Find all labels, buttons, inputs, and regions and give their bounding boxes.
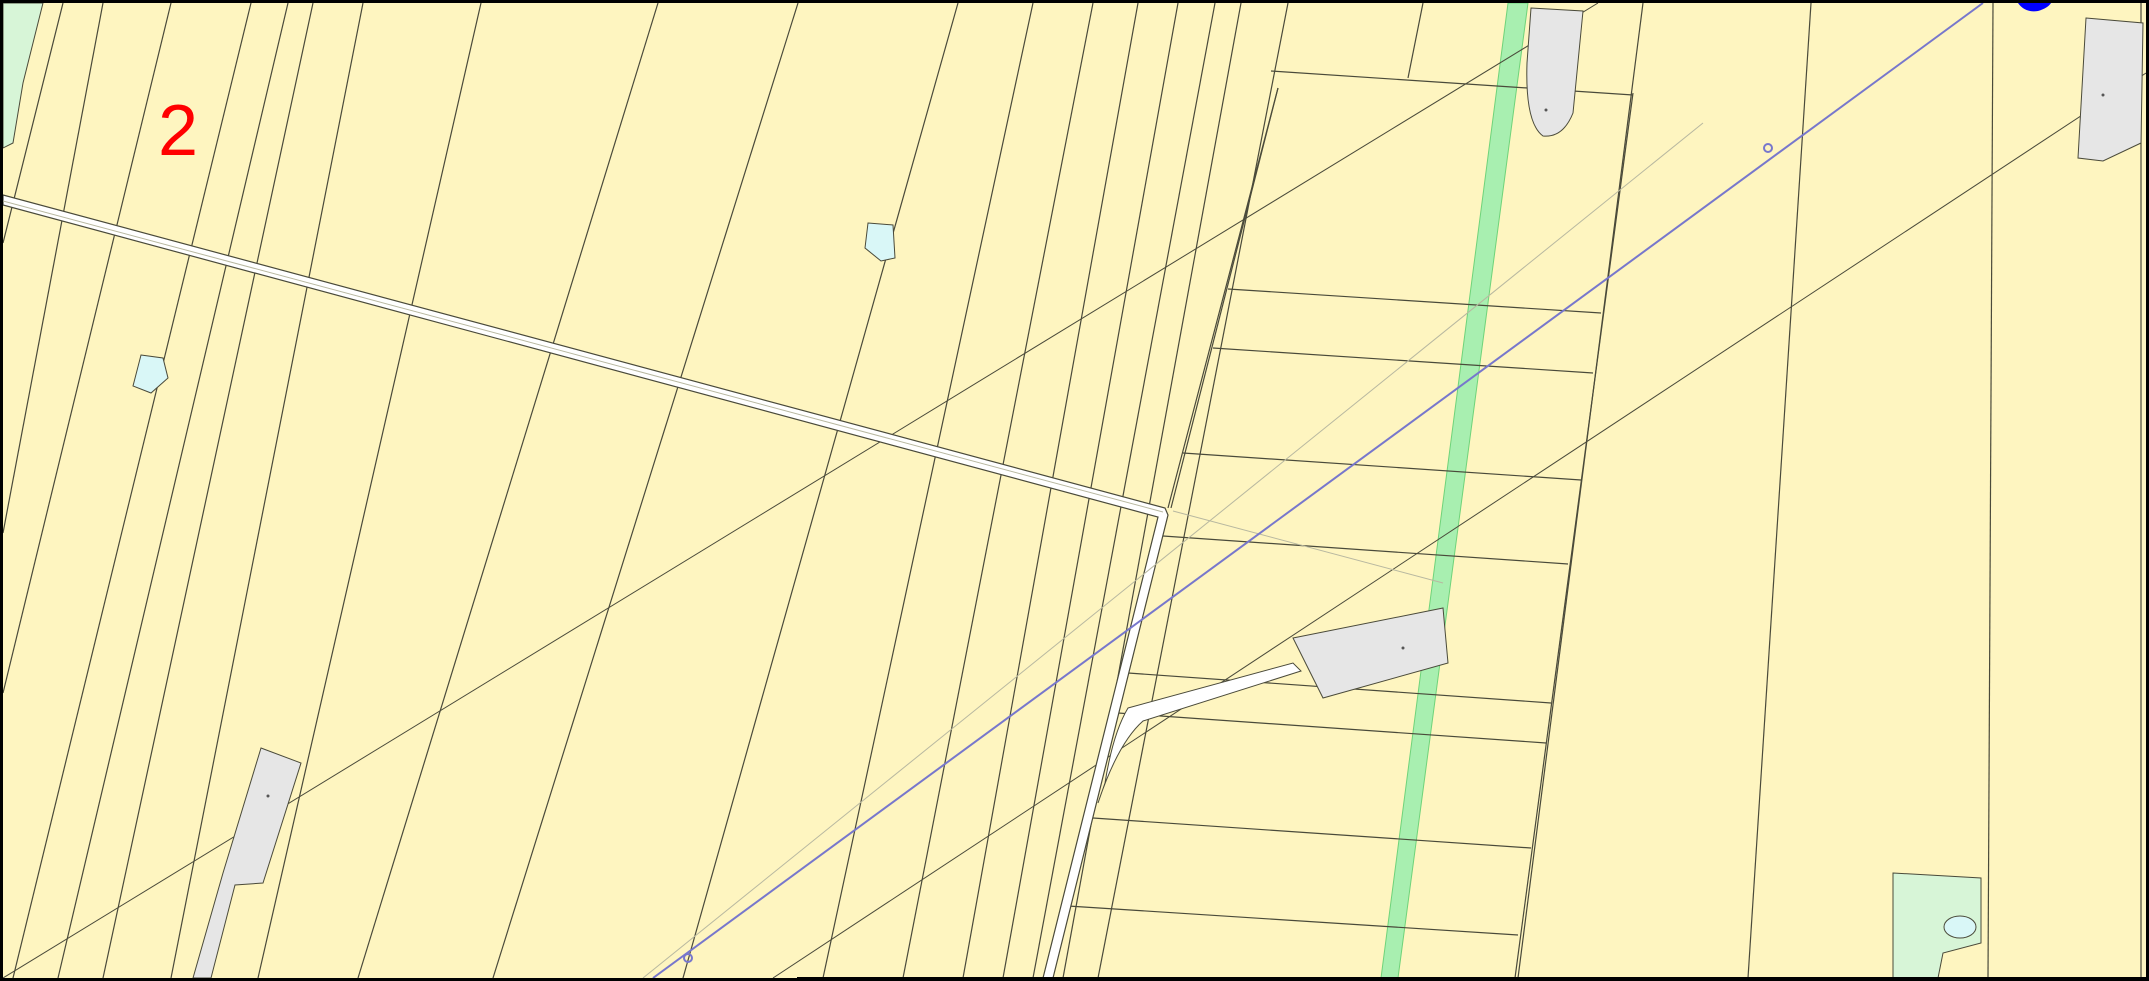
thin-lines xyxy=(3,122,1704,978)
buildings xyxy=(192,7,2144,978)
main-road xyxy=(3,194,1302,978)
sheet-number-label: 2 xyxy=(158,91,199,171)
parcel-centroids xyxy=(266,93,2105,798)
parcel-divisions xyxy=(1067,70,1634,936)
utility-line xyxy=(652,3,1984,978)
marker-icon[interactable] xyxy=(2018,3,2051,12)
bottom-panel-edge xyxy=(797,977,2149,981)
cadastral-map xyxy=(3,3,2146,978)
water-bodies xyxy=(132,222,1977,939)
parcel-boundaries xyxy=(3,3,2142,978)
